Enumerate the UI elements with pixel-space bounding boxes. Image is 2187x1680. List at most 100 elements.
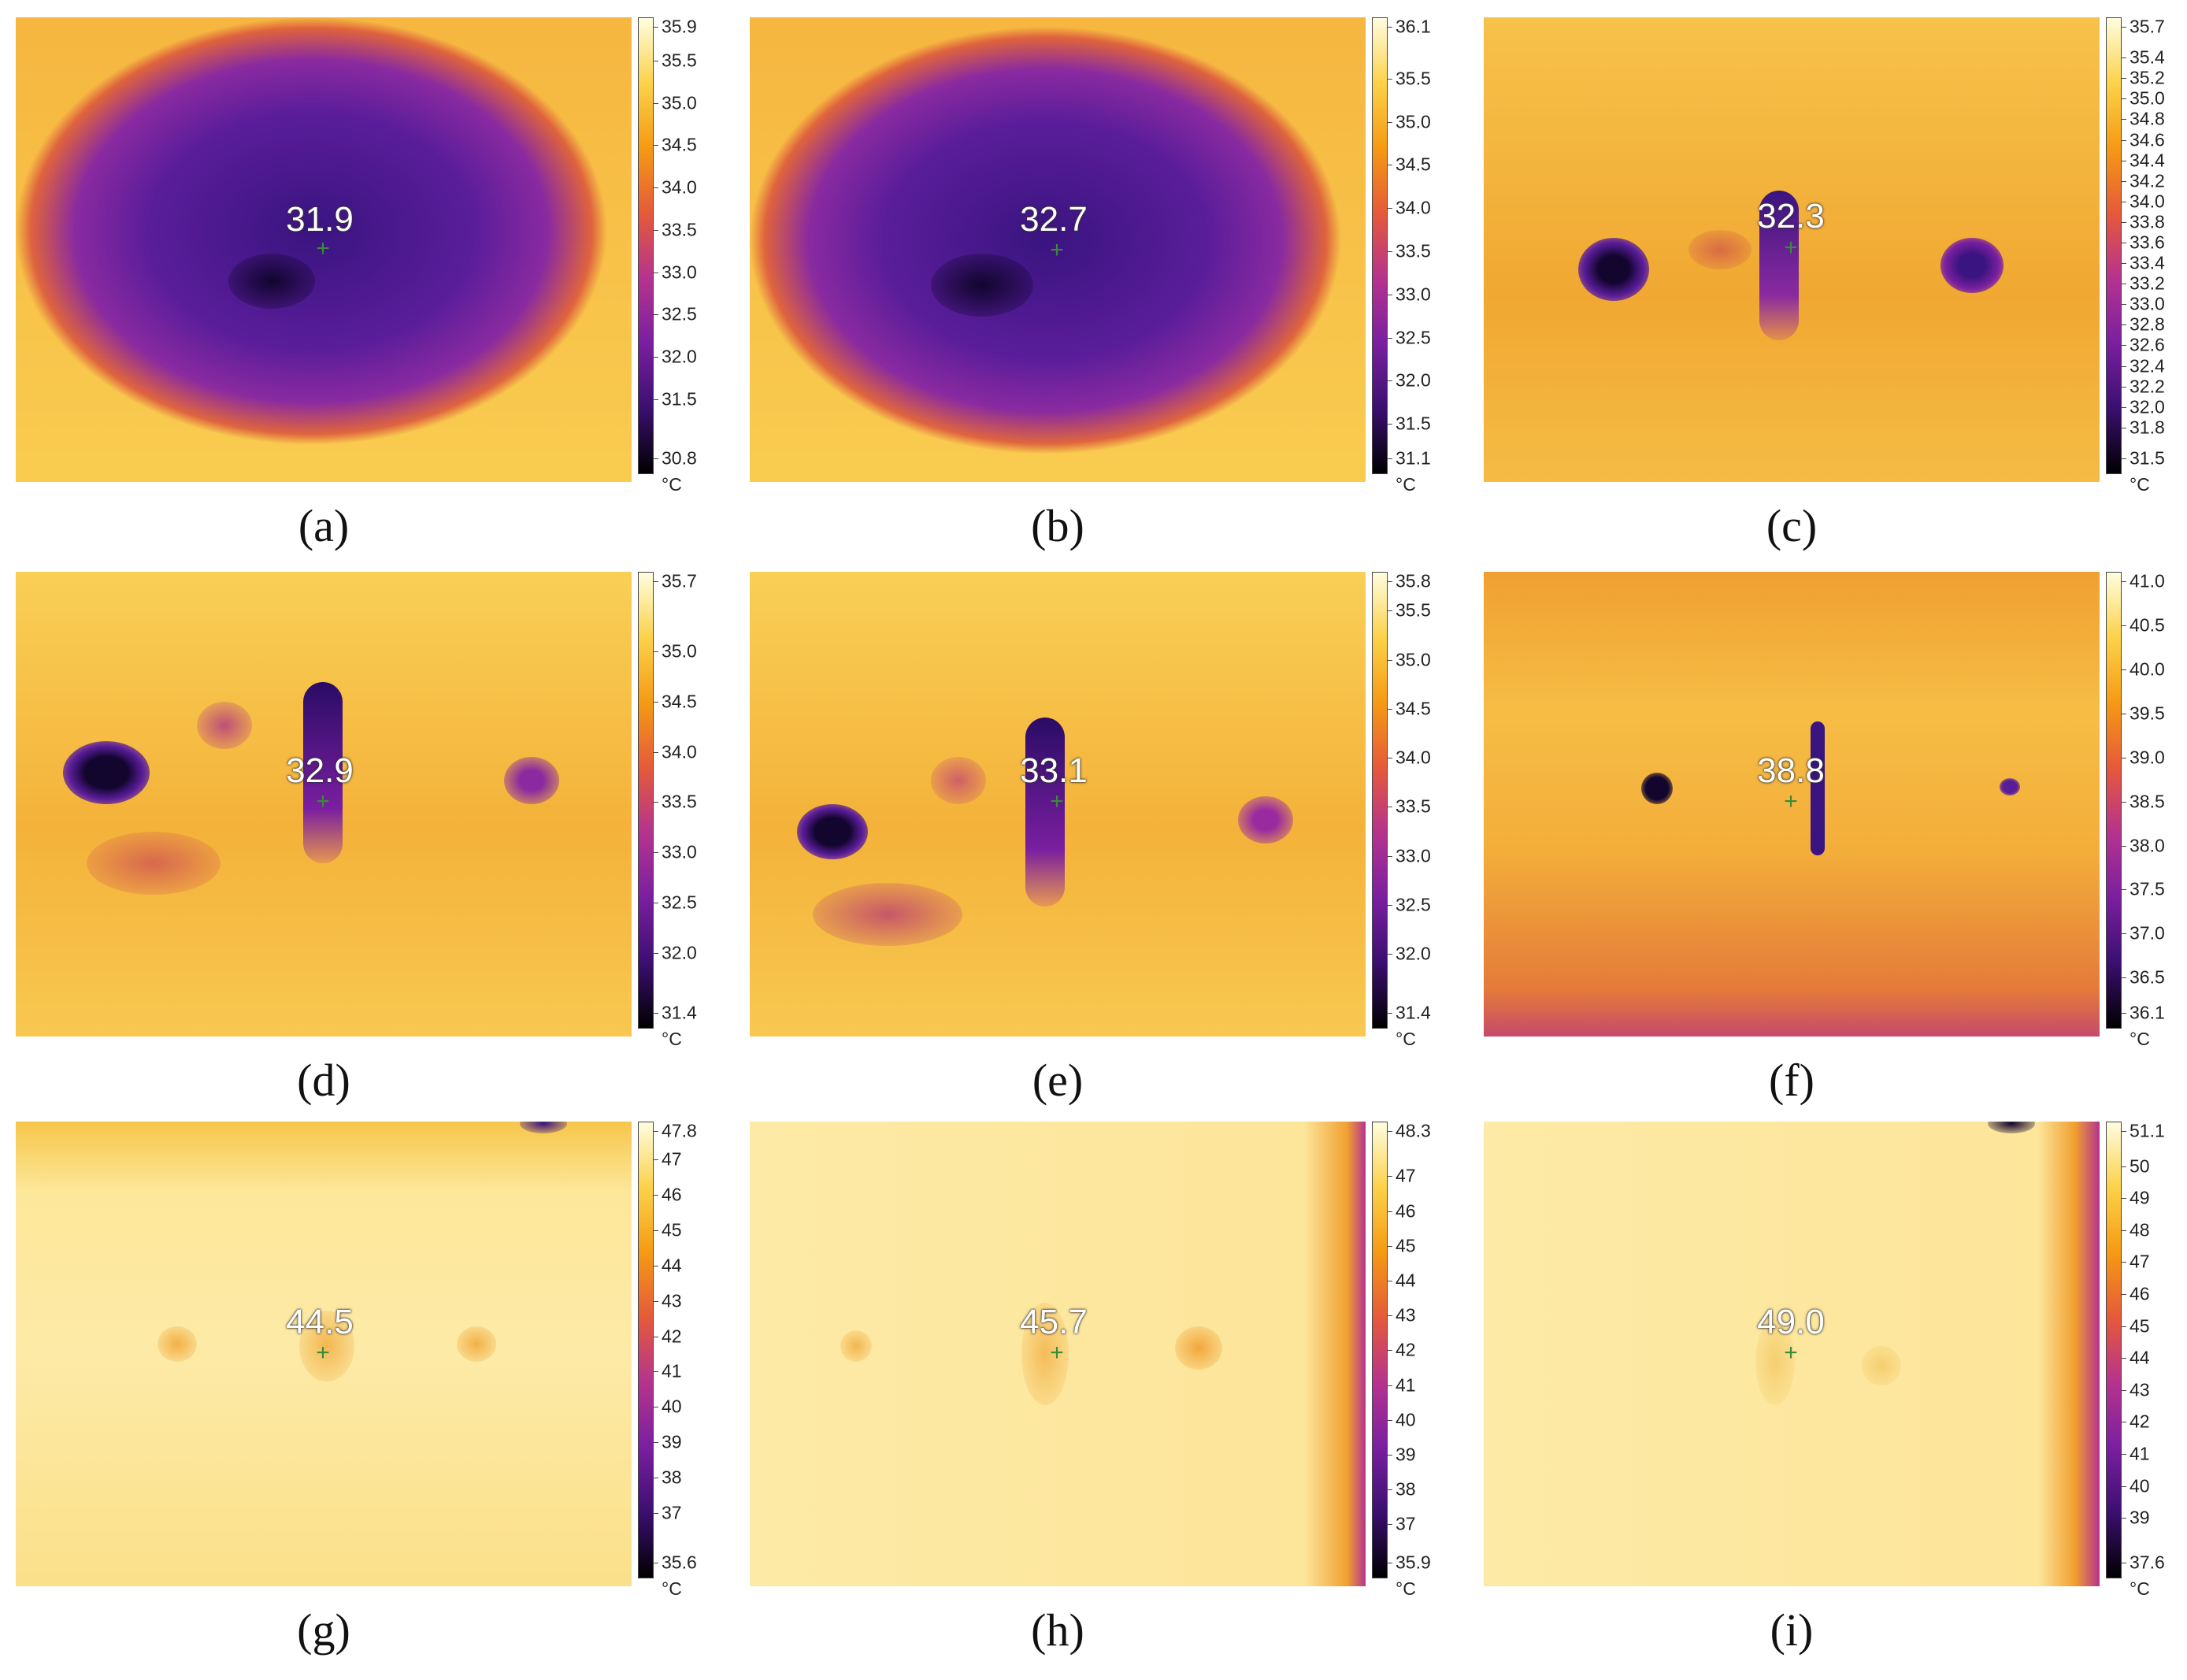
scale-tick-mark bbox=[1388, 250, 1392, 252]
scale-tick-mark bbox=[654, 1229, 658, 1231]
unit-label: °C bbox=[662, 1029, 682, 1049]
cold-spot bbox=[797, 804, 868, 859]
crosshair-icon: + bbox=[1050, 1340, 1064, 1366]
scale-tick-label: 35.4 bbox=[2130, 46, 2165, 68]
scale-tick-mark bbox=[654, 458, 658, 459]
scale-tick-mark bbox=[654, 102, 658, 104]
scale-tick-mark bbox=[654, 357, 658, 358]
scale-tick-label: 35.0 bbox=[1396, 111, 1431, 132]
scale-tick-label: 39 bbox=[662, 1431, 682, 1452]
scale-tick-label: 32.5 bbox=[1396, 894, 1431, 915]
unit-label: °C bbox=[1396, 474, 1416, 495]
scale-tick-label: 39.0 bbox=[2130, 747, 2165, 768]
scale-tick-label: 38.5 bbox=[2130, 791, 2165, 812]
scale-tick-mark bbox=[654, 952, 658, 954]
spot-readout: 33.1 bbox=[1020, 751, 1088, 790]
scale-tick-label: 41 bbox=[2130, 1443, 2150, 1464]
scale-tick-label: 33.5 bbox=[662, 791, 697, 812]
panel-caption: (a) bbox=[298, 500, 350, 551]
scale-tick-label: 32.0 bbox=[1396, 943, 1431, 964]
scale-tick-label: 33.4 bbox=[2130, 252, 2165, 273]
cold-spot bbox=[520, 1122, 567, 1133]
warm-patch bbox=[1862, 1346, 1901, 1385]
warm-patch bbox=[299, 1311, 354, 1381]
scale-tick-label: 31.5 bbox=[662, 388, 697, 410]
scale-tick-mark bbox=[1388, 1131, 1392, 1132]
warm-patch bbox=[197, 702, 252, 749]
scale-tick-label: 48.3 bbox=[1396, 1120, 1431, 1141]
scale-tick-label: 37.5 bbox=[2130, 878, 2165, 899]
thermal-panel-c: 32.3 + °C (c) 35.7 35.4 35.2 35.0 34.8 34.6 34… bbox=[1484, 17, 2177, 551]
scale-tick-mark bbox=[2122, 345, 2126, 347]
scale-tick-label: 32.5 bbox=[662, 303, 697, 325]
thermal-panel-f: 38.8 + °C (f) 41.0 40.5 40.0 39.5 39.0 38.5 38… bbox=[1484, 570, 2177, 1106]
scale-tick-mark bbox=[1388, 954, 1392, 955]
scale-tick-label: 34.6 bbox=[2130, 129, 2165, 150]
scale-tick-label: 34.5 bbox=[1396, 698, 1431, 719]
scale-tick-label: 34.0 bbox=[662, 741, 697, 762]
scale-tick-label: 41.0 bbox=[2130, 570, 2165, 592]
cold-streak bbox=[1025, 718, 1065, 907]
scale-tick-label: 35.0 bbox=[662, 640, 697, 662]
scale-tick-mark bbox=[654, 802, 658, 803]
scale-tick-label: 40.5 bbox=[2130, 614, 2165, 636]
thermal-panel-a: 31.9 + °C (a) 35.9 35.5 35.0 34.5 34.0 33.5 33… bbox=[16, 17, 709, 551]
scale-tick-mark bbox=[1388, 1211, 1392, 1212]
scale-tick-mark bbox=[654, 751, 658, 753]
panel-caption: (c) bbox=[1766, 500, 1818, 551]
scale-tick-mark bbox=[2122, 625, 2126, 626]
cold-spot bbox=[228, 254, 315, 309]
thermal-image bbox=[16, 17, 632, 482]
warm-patch bbox=[87, 832, 221, 895]
crosshair-icon: + bbox=[1784, 1340, 1798, 1366]
scale-tick-mark bbox=[2122, 406, 2126, 408]
scale-tick-label: 32.2 bbox=[2130, 376, 2165, 397]
scale-tick-label: 44 bbox=[2130, 1347, 2150, 1368]
warm-patch bbox=[813, 883, 962, 946]
scale-tick-mark bbox=[2122, 139, 2126, 141]
scale-tick-label: 32.6 bbox=[2130, 334, 2165, 355]
scale-tick-mark bbox=[2122, 263, 2126, 265]
scale-tick-mark bbox=[1388, 1315, 1392, 1317]
scale-tick-mark bbox=[2122, 801, 2126, 803]
scale-tick-mark bbox=[1388, 855, 1392, 857]
crosshair-icon: + bbox=[316, 788, 330, 814]
scale-tick-mark bbox=[1388, 659, 1392, 661]
crosshair-icon: + bbox=[316, 1340, 330, 1366]
scale-tick-mark bbox=[2122, 977, 2126, 979]
scale-tick-label: 47 bbox=[2130, 1251, 2150, 1272]
warm-patch bbox=[840, 1330, 872, 1362]
scale-tick-mark bbox=[654, 229, 658, 231]
scale-tick-label: 33.6 bbox=[2130, 232, 2165, 253]
scale-tick-mark bbox=[2122, 845, 2126, 847]
scale-tick-label: 35.9 bbox=[1396, 1552, 1431, 1573]
scale-tick-label: 35.2 bbox=[2130, 67, 2165, 88]
scale-tick-label: 37.6 bbox=[2130, 1552, 2165, 1573]
spot-readout: 38.8 bbox=[1757, 751, 1825, 790]
scale-tick-mark bbox=[2122, 1131, 2126, 1132]
scale-tick-mark bbox=[2122, 933, 2126, 935]
scale-tick-mark bbox=[2122, 1198, 2126, 1200]
scale-tick-label: 34.0 bbox=[1396, 197, 1431, 218]
scale-tick-mark bbox=[2122, 889, 2126, 891]
color-scale-bar bbox=[1372, 572, 1388, 1029]
scale-tick-label: 33.5 bbox=[662, 219, 697, 240]
panel-caption: (d) bbox=[297, 1055, 350, 1106]
scale-tick-mark bbox=[654, 651, 658, 653]
scale-tick-label: 34.0 bbox=[2130, 191, 2165, 212]
unit-label: °C bbox=[2130, 1029, 2150, 1049]
thermal-panel-b: 32.7 + °C (b) 36.1 35.5 35.0 34.5 34.0 33.5 33… bbox=[750, 17, 1443, 551]
scale-tick-mark bbox=[1388, 1176, 1392, 1177]
scale-tick-label: 39.5 bbox=[2130, 703, 2165, 724]
cold-streak bbox=[1759, 191, 1799, 340]
scale-tick-mark bbox=[2122, 119, 2126, 121]
scale-tick-mark bbox=[1388, 458, 1392, 459]
scale-tick-mark bbox=[1388, 1524, 1392, 1526]
scale-tick-mark bbox=[2122, 304, 2126, 306]
scale-tick-label: 34.4 bbox=[2130, 150, 2165, 171]
spot-readout: 44.5 bbox=[286, 1303, 354, 1341]
scale-tick-mark bbox=[654, 1300, 658, 1302]
thermal-panel-e: 33.1 + °C (e) 35.8 35.5 35.0 34.5 34.0 33.5 33… bbox=[750, 571, 1443, 1106]
scale-tick-label: 33.0 bbox=[662, 841, 697, 862]
scale-tick-mark bbox=[1388, 610, 1392, 612]
